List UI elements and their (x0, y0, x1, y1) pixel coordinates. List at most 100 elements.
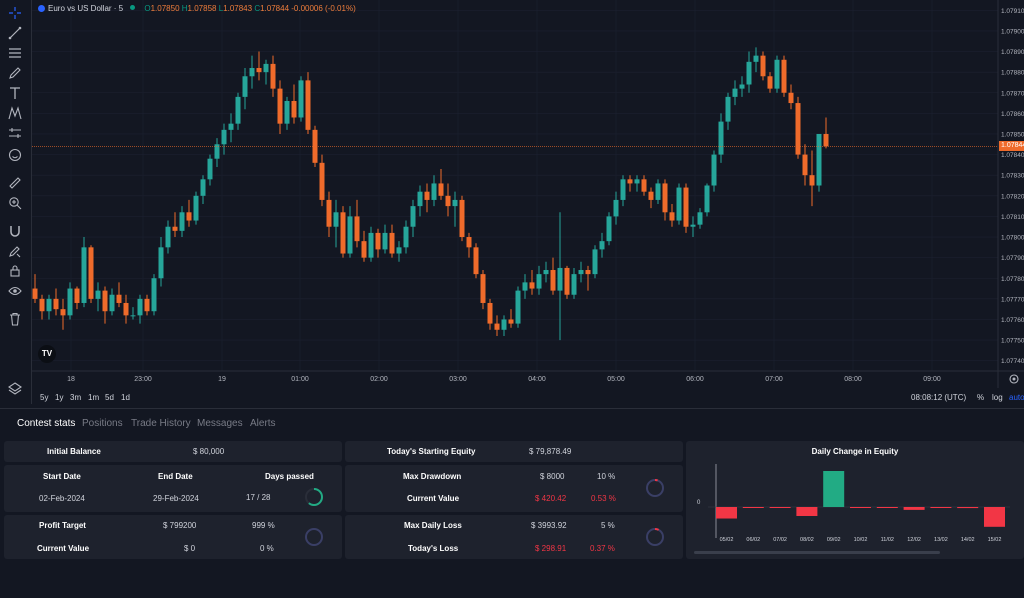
price-tick-label: 1.07840 (1001, 152, 1024, 159)
equity-chart-title: Daily Change in Equity (811, 447, 899, 456)
zoom-in-icon[interactable] (8, 196, 22, 210)
range-5d-button[interactable]: 5d (105, 393, 114, 402)
price-tick-label: 1.07830 (1001, 173, 1024, 180)
tab-messages[interactable]: Messages (197, 418, 243, 429)
lock-icon[interactable] (8, 264, 22, 278)
profit-target-value: $ 799200 (163, 521, 197, 530)
emoji-icon[interactable] (8, 148, 22, 162)
candle (284, 96, 290, 130)
price-tick-label: 1.07780 (1001, 276, 1024, 283)
candle (711, 150, 717, 192)
price-tick-label: 1.07860 (1001, 111, 1024, 118)
tab-contest-stats[interactable]: Contest stats (17, 418, 76, 429)
initial-balance-card: Initial Balance $ 80,000 (4, 441, 342, 462)
candle (536, 265, 542, 295)
candle (473, 243, 479, 279)
price-tick-label: 1.07890 (1001, 49, 1024, 56)
symbol-name[interactable]: Euro vs US Dollar · 5 (48, 4, 124, 13)
trash-icon[interactable] (8, 312, 22, 326)
close-value: 1.07844 (260, 4, 290, 13)
auto-scale-button[interactable]: auto (1009, 393, 1024, 402)
profit-target-card: Profit Target $ 799200 999 % Current Val… (4, 515, 342, 559)
tab-positions[interactable]: Positions (82, 418, 123, 429)
candle (669, 204, 675, 227)
brush-icon[interactable] (8, 66, 22, 80)
candle (417, 185, 423, 217)
trend-line-icon[interactable] (8, 26, 22, 40)
candle (641, 175, 647, 196)
range-1y-button[interactable]: 1y (55, 393, 64, 402)
utc-clock[interactable]: 08:08:12 (UTC) (911, 393, 967, 402)
prediction-icon[interactable] (8, 126, 22, 140)
candle (172, 212, 178, 238)
candle (424, 183, 430, 213)
price-tick-label: 1.07880 (1001, 70, 1024, 77)
candle (144, 294, 150, 316)
drawdown-current-value: $ 420.42 (535, 494, 567, 503)
chart-settings-icon[interactable] (1008, 372, 1020, 384)
range-1m-button[interactable]: 1m (88, 393, 100, 402)
candle (277, 80, 283, 134)
price-tick-label: 1.07760 (1001, 317, 1024, 324)
stay-in-drawing-mode-icon[interactable] (8, 244, 22, 258)
object-tree-icon[interactable] (8, 381, 22, 395)
equity-chart-card (686, 441, 1024, 559)
days-passed-label: Days passed (265, 472, 314, 481)
max-daily-loss-label: Max Daily Loss (404, 521, 462, 530)
ruler-icon[interactable] (8, 176, 22, 190)
candle (46, 294, 52, 320)
candle (774, 55, 780, 93)
candle (459, 195, 465, 242)
range-5y-button[interactable]: 5y (40, 393, 49, 402)
crosshair-icon[interactable] (8, 6, 22, 20)
candle (74, 286, 80, 310)
fib-retracement-icon[interactable] (8, 46, 22, 60)
candle (809, 150, 815, 207)
starting-equity-label: Today's Starting Equity (387, 447, 476, 456)
candle (396, 241, 402, 262)
range-3m-button[interactable]: 3m (70, 393, 82, 402)
max-drawdown-value: $ 8000 (540, 472, 565, 481)
range-1d-button[interactable]: 1d (121, 393, 130, 402)
price-tick-label: 1.07910 (1001, 8, 1024, 15)
candle (130, 307, 136, 320)
magnet-icon[interactable] (8, 224, 22, 238)
candle (704, 183, 710, 217)
pattern-icon[interactable] (8, 106, 22, 120)
days-progress-ring (305, 488, 323, 506)
high-label: H (181, 4, 188, 13)
max-daily-loss-pct: 5 % (601, 521, 615, 530)
current-value-value: $ 0 (184, 544, 196, 553)
candle (109, 288, 115, 316)
current-price-tag: 1.07844 (999, 141, 1024, 152)
tradingview-logo[interactable]: TV (38, 345, 56, 363)
eye-icon[interactable] (8, 284, 22, 298)
candle (368, 226, 374, 262)
candle (795, 96, 801, 159)
close-label: C (254, 4, 261, 13)
candle (816, 133, 822, 192)
time-tick-label: 01:00 (291, 376, 309, 383)
price-chart[interactable]: 1.07910 1.07900 1.07890 1.07880 1.07870 1.078… (0, 0, 1024, 388)
candle (655, 179, 661, 205)
todays-loss-pct: 0.37 % (590, 544, 615, 553)
tab-trade-history[interactable]: Trade History (131, 418, 191, 429)
dates-card: Start Date End Date Days passed 02-Feb-2… (4, 465, 342, 512)
text-icon[interactable] (8, 86, 22, 100)
candle (39, 294, 45, 320)
profit-target-label: Profit Target (39, 521, 86, 530)
price-tick-label: 1.07850 (1001, 131, 1024, 138)
candle (242, 68, 248, 110)
candle (683, 183, 689, 233)
candle (95, 282, 101, 312)
open-value: 1.07850 (150, 4, 180, 13)
start-date-value: 02-Feb-2024 (39, 494, 85, 503)
candle (480, 270, 486, 310)
candle (648, 187, 654, 209)
candle (550, 257, 556, 295)
candle (263, 59, 269, 85)
percent-scale-button[interactable]: % (977, 393, 985, 402)
candle (781, 55, 787, 97)
log-scale-button[interactable]: log (992, 393, 1003, 402)
tab-alerts[interactable]: Alerts (250, 418, 276, 429)
